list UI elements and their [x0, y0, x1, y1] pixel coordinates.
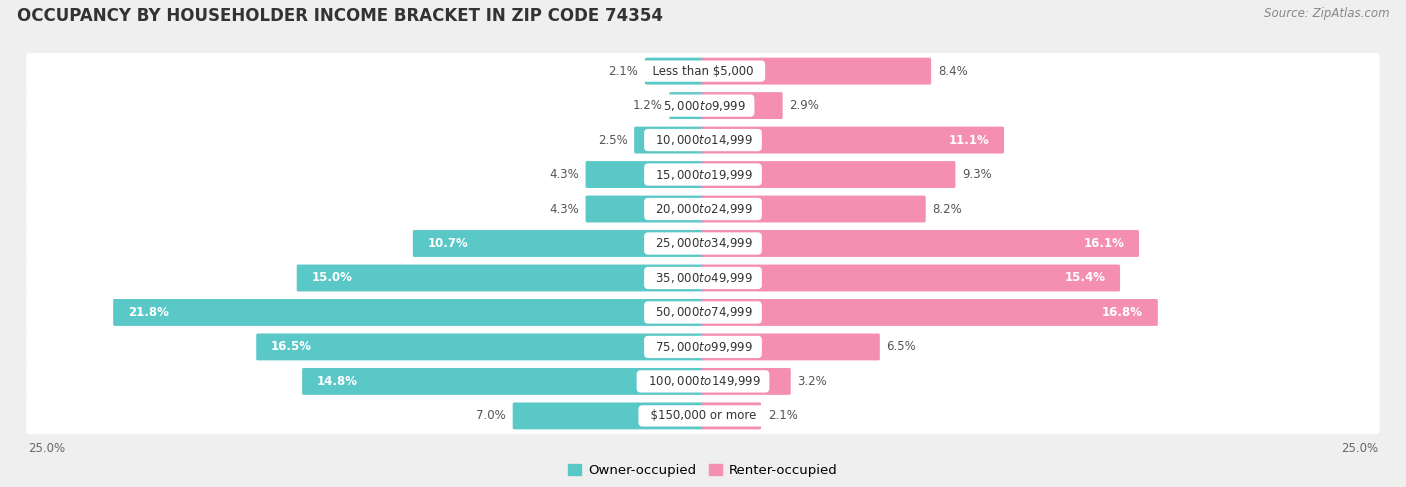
Text: 25.0%: 25.0% — [28, 442, 65, 455]
Text: Source: ZipAtlas.com: Source: ZipAtlas.com — [1264, 7, 1389, 20]
FancyBboxPatch shape — [702, 92, 783, 119]
FancyBboxPatch shape — [669, 92, 704, 119]
FancyBboxPatch shape — [702, 264, 1121, 291]
Text: 4.3%: 4.3% — [550, 203, 579, 216]
FancyBboxPatch shape — [702, 161, 956, 188]
Text: 6.5%: 6.5% — [887, 340, 917, 354]
Text: 16.1%: 16.1% — [1083, 237, 1125, 250]
FancyBboxPatch shape — [702, 230, 1139, 257]
FancyBboxPatch shape — [27, 329, 1379, 365]
FancyBboxPatch shape — [27, 260, 1379, 296]
Text: 3.2%: 3.2% — [797, 375, 827, 388]
Text: $75,000 to $99,999: $75,000 to $99,999 — [648, 340, 758, 354]
Text: 2.1%: 2.1% — [609, 65, 638, 77]
Legend: Owner-occupied, Renter-occupied: Owner-occupied, Renter-occupied — [562, 458, 844, 482]
FancyBboxPatch shape — [27, 53, 1379, 90]
Text: 2.1%: 2.1% — [768, 410, 797, 422]
Text: 15.0%: 15.0% — [312, 271, 353, 284]
FancyBboxPatch shape — [585, 161, 704, 188]
Text: 8.2%: 8.2% — [932, 203, 962, 216]
Text: 16.8%: 16.8% — [1102, 306, 1143, 319]
Text: 16.5%: 16.5% — [271, 340, 312, 354]
Text: $50,000 to $74,999: $50,000 to $74,999 — [648, 305, 758, 319]
Text: 2.5%: 2.5% — [598, 133, 627, 147]
FancyBboxPatch shape — [302, 368, 704, 395]
FancyBboxPatch shape — [297, 264, 704, 291]
Text: 15.4%: 15.4% — [1064, 271, 1105, 284]
Text: 8.4%: 8.4% — [938, 65, 967, 77]
Text: 1.2%: 1.2% — [633, 99, 662, 112]
FancyBboxPatch shape — [702, 127, 1004, 153]
FancyBboxPatch shape — [702, 402, 761, 430]
FancyBboxPatch shape — [702, 57, 931, 85]
FancyBboxPatch shape — [256, 334, 704, 360]
FancyBboxPatch shape — [413, 230, 704, 257]
Text: Less than $5,000: Less than $5,000 — [645, 65, 761, 77]
Text: 14.8%: 14.8% — [316, 375, 359, 388]
Text: $35,000 to $49,999: $35,000 to $49,999 — [648, 271, 758, 285]
FancyBboxPatch shape — [27, 294, 1379, 331]
FancyBboxPatch shape — [702, 368, 790, 395]
FancyBboxPatch shape — [27, 156, 1379, 193]
FancyBboxPatch shape — [702, 299, 1159, 326]
Text: $15,000 to $19,999: $15,000 to $19,999 — [648, 168, 758, 182]
FancyBboxPatch shape — [27, 363, 1379, 400]
Text: 11.1%: 11.1% — [949, 133, 990, 147]
Text: $20,000 to $24,999: $20,000 to $24,999 — [648, 202, 758, 216]
FancyBboxPatch shape — [513, 402, 704, 430]
Text: $150,000 or more: $150,000 or more — [643, 410, 763, 422]
Text: 9.3%: 9.3% — [962, 168, 991, 181]
FancyBboxPatch shape — [702, 334, 880, 360]
FancyBboxPatch shape — [27, 397, 1379, 434]
FancyBboxPatch shape — [27, 225, 1379, 262]
FancyBboxPatch shape — [27, 122, 1379, 158]
FancyBboxPatch shape — [634, 127, 704, 153]
Text: 7.0%: 7.0% — [477, 410, 506, 422]
Text: $10,000 to $14,999: $10,000 to $14,999 — [648, 133, 758, 147]
FancyBboxPatch shape — [27, 191, 1379, 227]
FancyBboxPatch shape — [702, 196, 925, 223]
Text: 2.9%: 2.9% — [789, 99, 820, 112]
Text: OCCUPANCY BY HOUSEHOLDER INCOME BRACKET IN ZIP CODE 74354: OCCUPANCY BY HOUSEHOLDER INCOME BRACKET … — [17, 7, 662, 25]
Text: 21.8%: 21.8% — [128, 306, 169, 319]
Text: 25.0%: 25.0% — [1341, 442, 1378, 455]
FancyBboxPatch shape — [112, 299, 704, 326]
Text: $25,000 to $34,999: $25,000 to $34,999 — [648, 237, 758, 250]
Text: $100,000 to $149,999: $100,000 to $149,999 — [641, 375, 765, 389]
Text: $5,000 to $9,999: $5,000 to $9,999 — [655, 98, 751, 112]
Text: 4.3%: 4.3% — [550, 168, 579, 181]
FancyBboxPatch shape — [585, 196, 704, 223]
Text: 10.7%: 10.7% — [427, 237, 468, 250]
FancyBboxPatch shape — [27, 87, 1379, 124]
FancyBboxPatch shape — [645, 57, 704, 85]
